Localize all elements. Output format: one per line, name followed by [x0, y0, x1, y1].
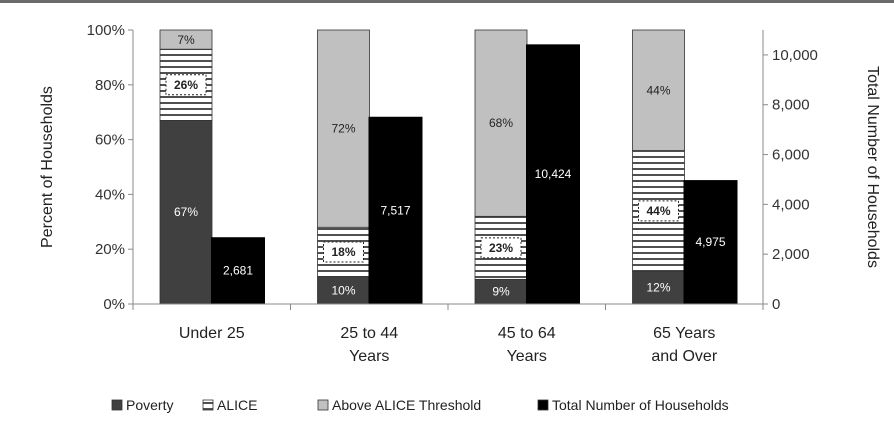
label-total-households-2: 10,424	[535, 167, 572, 181]
label-poverty-1: 10%	[331, 283, 355, 297]
legend-label-total-number-of-households: Total Number of Households	[552, 397, 729, 413]
label-alice-3: 44%	[646, 204, 670, 218]
bar-above-alice-threshold-2	[474, 29, 528, 217]
bar-above-alice-threshold-3	[632, 29, 685, 151]
label-total-households-0: 2,681	[223, 264, 253, 278]
bar-above-alice-threshold-0	[159, 29, 213, 50]
left-tick-label-0: 0%	[103, 296, 125, 313]
label-poverty-0: 67%	[174, 205, 198, 219]
bar-total-households-2	[526, 44, 580, 305]
label-poverty-2: 9%	[492, 285, 510, 299]
label-alice-1: 18%	[331, 245, 355, 259]
category-label-0-0: Under 25	[179, 325, 245, 342]
alice-label-box-3	[638, 200, 679, 222]
label-above-alice-threshold-0: 7%	[177, 33, 195, 47]
bar-total-households-3	[683, 180, 738, 304]
right-tick-label-2: 4,000	[772, 196, 810, 213]
category-label-2-0: 45 to 64	[498, 325, 556, 342]
y-axis-title: Percent of Households	[39, 86, 56, 248]
category-label-3-1: and Over	[651, 348, 717, 365]
category-label-1-1: Years	[349, 348, 389, 365]
alice-label-box-2	[480, 237, 522, 259]
y2-axis-title: Total Number of Households	[864, 66, 881, 268]
legend-label-above-alice-threshold: Above ALICE Threshold	[332, 397, 481, 413]
category-label-2-1: Years	[507, 348, 547, 365]
category-label-1-0: 25 to 44	[340, 325, 398, 342]
label-above-alice-threshold-2: 68%	[489, 116, 513, 130]
right-tick-label-5: 10,000	[772, 47, 818, 64]
bar-total-households-0	[211, 237, 265, 304]
legend-swatch-total-number-of-households	[537, 399, 549, 411]
category-label-3-0: 65 Years	[653, 325, 715, 342]
left-tick-label-3: 60%	[95, 132, 125, 149]
label-total-households-3: 4,975	[695, 235, 725, 249]
right-tick-label-3: 6,000	[772, 147, 810, 164]
label-alice-0: 26%	[174, 78, 198, 92]
alice-label-box-0	[165, 74, 207, 96]
bar-total-households-1	[368, 116, 423, 304]
label-poverty-3: 12%	[646, 281, 670, 295]
legend-swatch-poverty	[111, 399, 123, 411]
bar-poverty-0	[159, 120, 213, 305]
label-total-households-1: 7,517	[380, 203, 410, 217]
left-tick-label-2: 40%	[95, 186, 125, 203]
top-border	[0, 0, 894, 3]
left-tick-label-1: 20%	[95, 241, 125, 258]
right-tick-label-4: 8,000	[772, 97, 810, 114]
label-above-alice-threshold-1: 72%	[331, 122, 355, 136]
legend-label-poverty: Poverty	[126, 397, 173, 413]
legend-swatch-alice	[202, 399, 214, 411]
bar-above-alice-threshold-1	[317, 29, 370, 228]
label-above-alice-threshold-3: 44%	[646, 83, 670, 97]
legend-swatch-above-alice-threshold	[317, 399, 329, 411]
left-tick-label-5: 100%	[87, 22, 125, 39]
alice-label-box-1	[323, 241, 364, 263]
right-tick-label-1: 2,000	[772, 246, 810, 263]
right-tick-label-0: 0	[772, 296, 780, 313]
legend-label-alice: ALICE	[217, 397, 257, 413]
label-alice-2: 23%	[489, 241, 513, 255]
left-tick-label-4: 80%	[95, 77, 125, 94]
